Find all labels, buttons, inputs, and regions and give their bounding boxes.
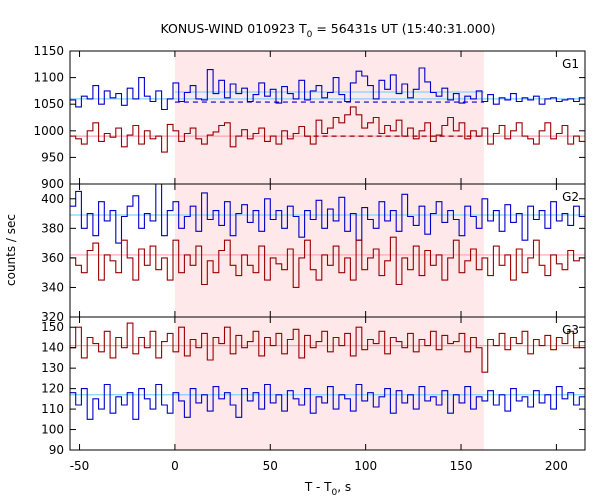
x-tick-label: 150	[450, 459, 473, 473]
panel-g1: 900 950 1000 1050 1100 1150 G1	[33, 44, 586, 191]
x-axis: -50 0 50 100 150 200	[70, 459, 568, 473]
y-tick-label: 90	[49, 443, 64, 457]
histogram-red	[70, 236, 585, 288]
panel-label: G3	[562, 323, 579, 337]
interval-shade	[174, 317, 484, 450]
histogram-blue	[70, 383, 585, 420]
y-tick-label: 360	[41, 251, 64, 265]
histogram-blue	[70, 184, 585, 244]
y-tick-label: 1100	[33, 71, 64, 85]
y-tick-label: 400	[41, 192, 64, 206]
histogram-blue	[70, 67, 585, 111]
interval-shade	[174, 184, 484, 317]
panel-g3: 90 100 110 120 130 140 150 G3	[41, 316, 586, 457]
histogram-red	[70, 322, 585, 373]
interval-shade	[174, 51, 484, 184]
histogram-red	[70, 106, 585, 153]
y-tick-label: 950	[41, 150, 64, 164]
chart-title: KONUS-WIND 010923 T0 = 56431s UT (15:40:…	[160, 21, 495, 40]
y-tick-label: 1150	[33, 44, 64, 58]
y-tick-label: 1000	[33, 124, 64, 138]
x-tick-label: 200	[545, 459, 568, 473]
panel-frame	[69, 316, 586, 451]
x-tick-label: 100	[354, 459, 377, 473]
x-tick-label: 0	[171, 459, 179, 473]
panel-label: G2	[562, 190, 579, 204]
panel-plot-area	[70, 322, 585, 420]
y-tick-label: 120	[41, 382, 64, 396]
y-axis-label: counts / sec	[4, 214, 18, 286]
y-tick-label: 100	[41, 423, 64, 437]
y-tick-label: 1050	[33, 97, 64, 111]
x-tick-label: 50	[263, 459, 278, 473]
y-tick-label: 110	[41, 402, 64, 416]
y-tick-label: 150	[41, 320, 64, 334]
x-tick-label: -50	[70, 459, 90, 473]
y-tick-label: 130	[41, 361, 64, 375]
y-tick-label: 320	[41, 310, 64, 324]
y-tick-label: 900	[41, 177, 64, 191]
panel-g2: 320 340 360 380 400 G2	[41, 183, 586, 324]
y-tick-label: 340	[41, 280, 64, 294]
panel-plot-area	[70, 67, 585, 153]
panel-label: G1	[562, 57, 579, 71]
x-axis-label: T - T0, s	[304, 480, 351, 498]
panel-plot-area	[70, 184, 585, 288]
y-tick-label: 380	[41, 221, 64, 235]
y-tick-label: 140	[41, 341, 64, 355]
